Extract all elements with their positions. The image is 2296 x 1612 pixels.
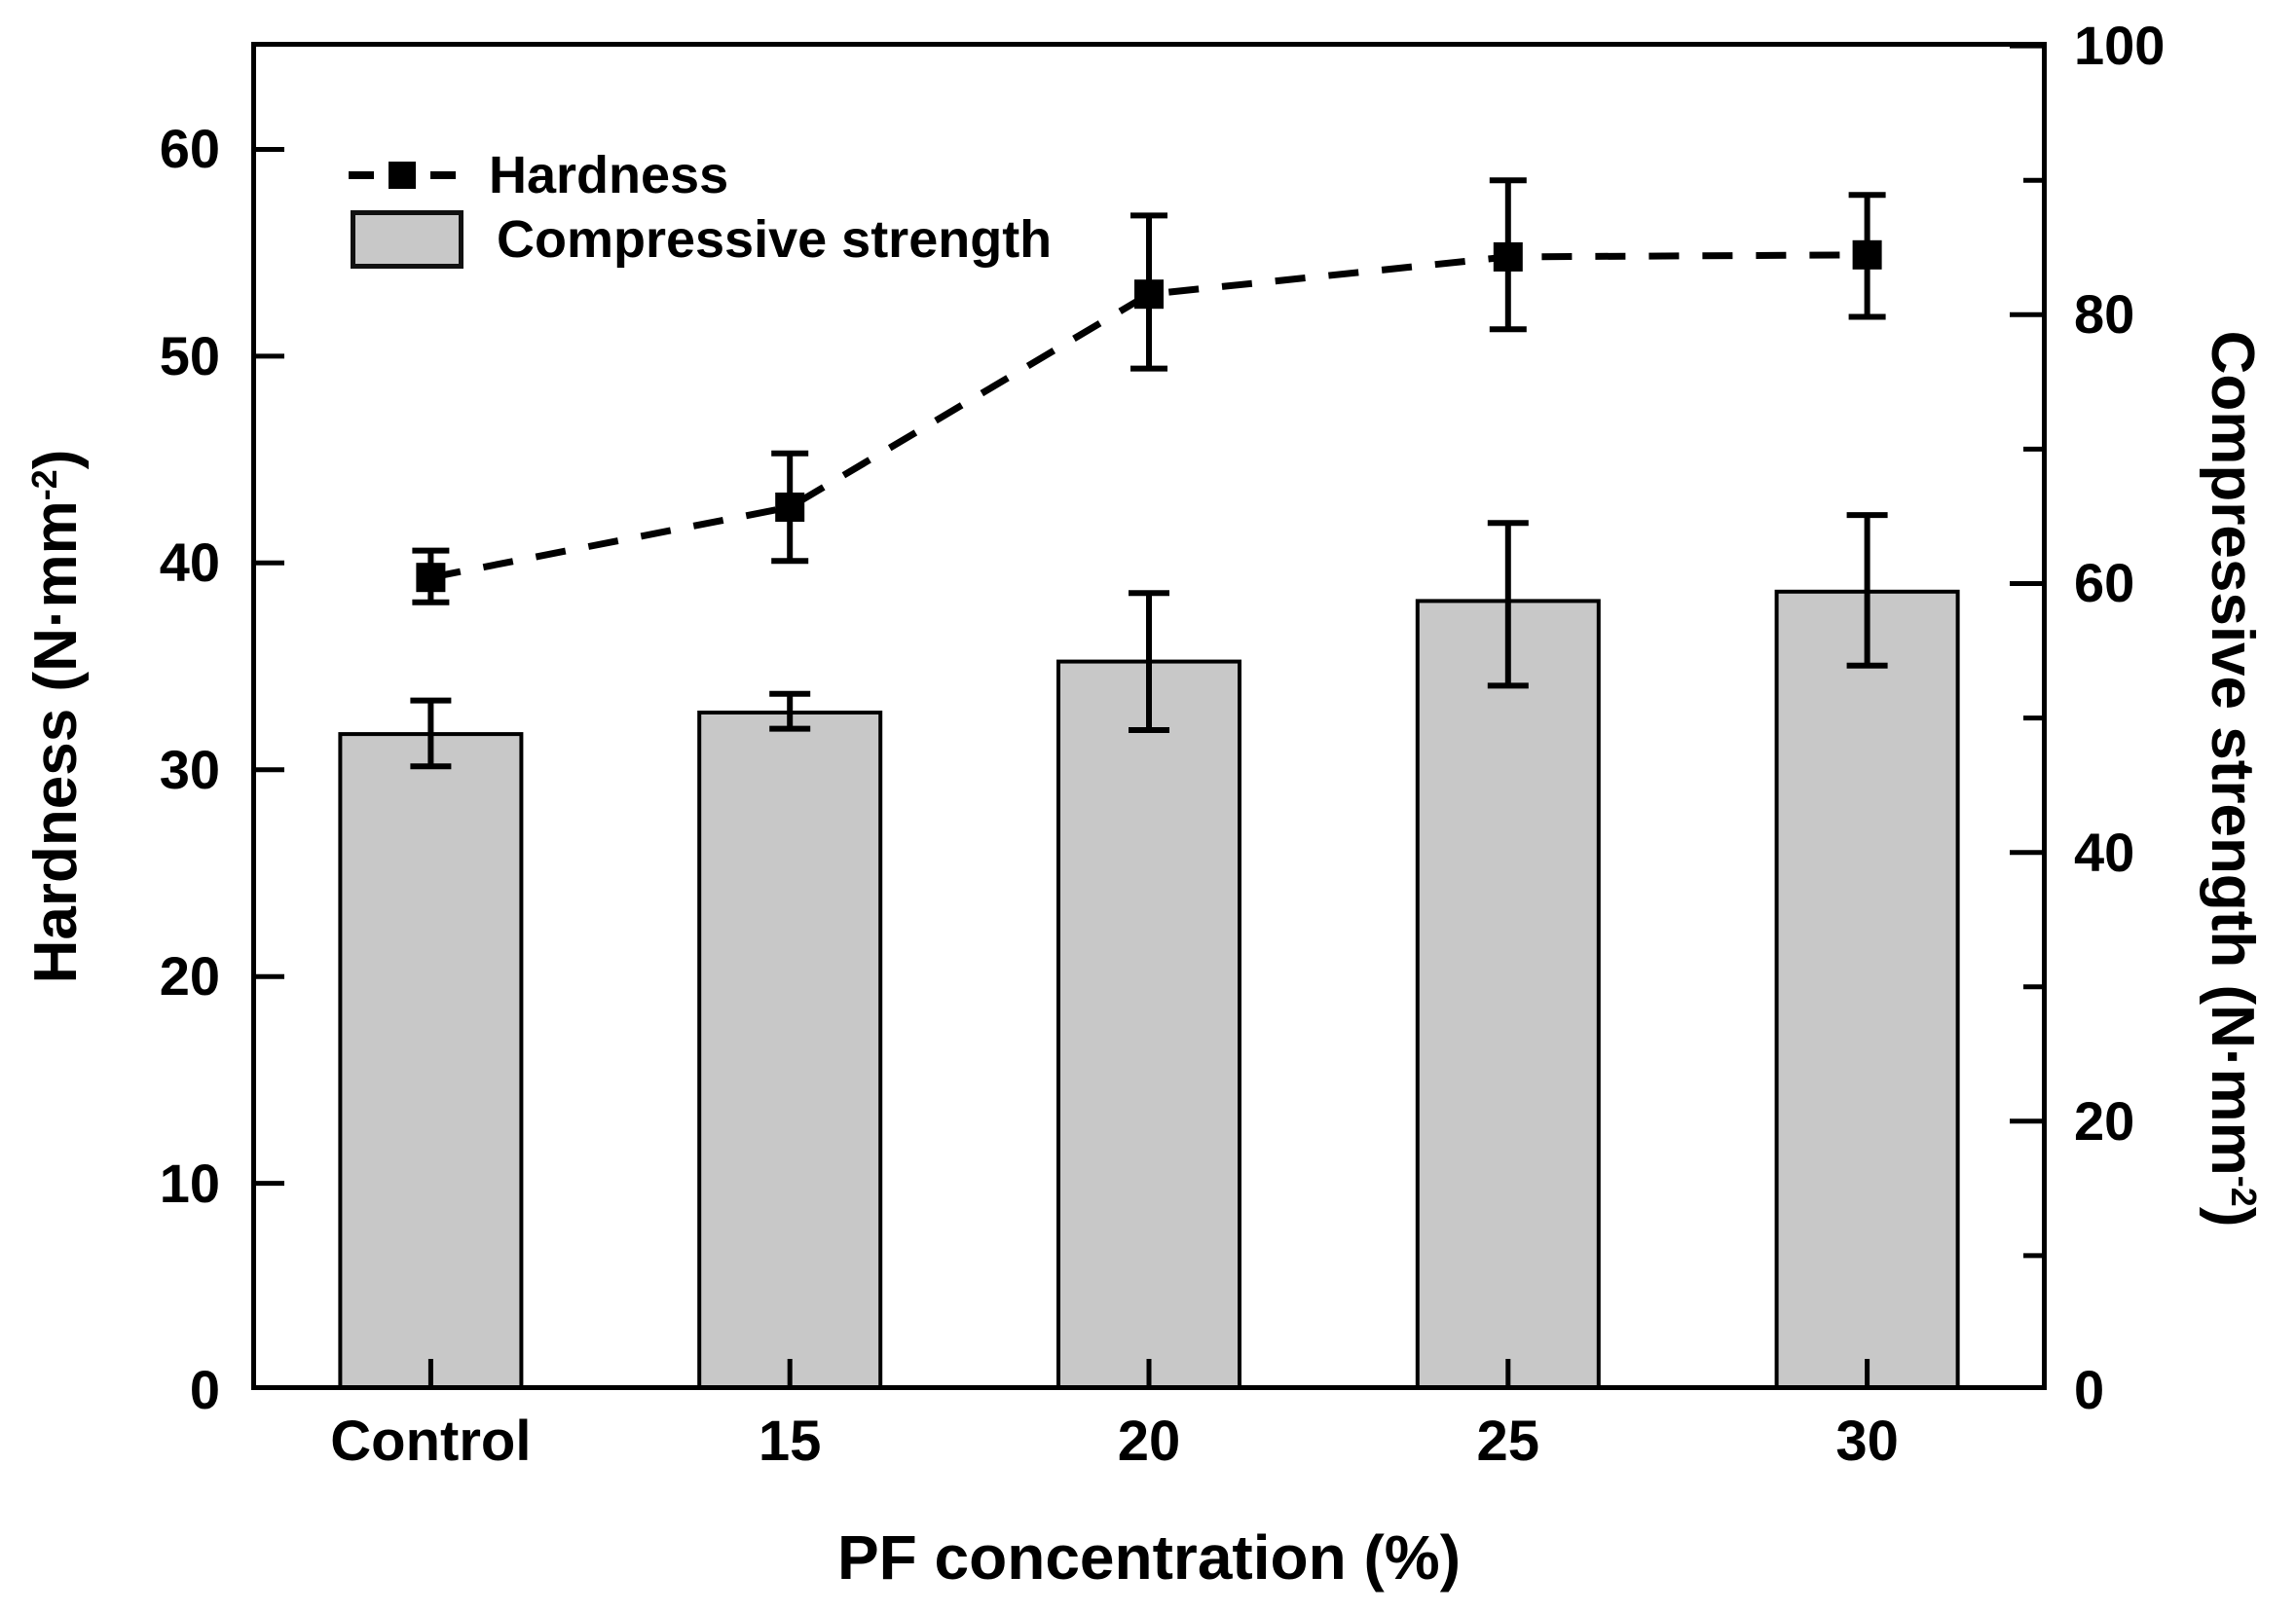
left-tick-label-0: 0 [189,1359,220,1420]
x-category-label-30: 30 [1835,1410,1899,1473]
plot-canvas [251,42,2047,1390]
hardness-marker-20 [1134,279,1164,310]
bar-Control [338,732,524,1390]
x-category-label-25: 25 [1476,1410,1540,1473]
bar-15 [697,711,883,1390]
bar-30 [1774,589,1960,1390]
plot-frame [251,42,2047,1390]
left-tick-label-50: 50 [159,324,220,386]
square-marker-icon [389,162,416,189]
bar-swatch-icon [351,210,463,269]
legend: Hardness Compressive strength [349,143,1052,272]
left-tick-label-20: 20 [159,945,220,1008]
hardness-marker-Control [416,563,446,593]
dashed-line-square-marker-icon [349,162,456,189]
hardness-marker-15 [775,493,805,522]
hardness-marker-25 [1493,241,1523,272]
left-tick-label-40: 40 [159,531,220,594]
hardness-marker-30 [1852,239,1882,270]
hardness-line [429,251,1868,581]
x-category-label-15: 15 [758,1410,822,1473]
legend-label-compressive-strength: Compressive strength [497,210,1053,269]
bar-25 [1415,599,1601,1390]
right-tick-label-60: 60 [2074,552,2135,614]
right-tick-label-100: 100 [2074,15,2166,77]
left-tick-label-30: 30 [159,738,220,800]
legend-item-hardness: Hardness [349,143,1052,207]
right-tick-label-40: 40 [2074,821,2135,883]
x-axis-title: PF concentration (%) [836,1522,1462,1593]
legend-label-hardness: Hardness [489,146,729,204]
bar-20 [1056,659,1241,1390]
right-axis-title: Compressive strength (N·mm-2) [2199,330,2266,1227]
legend-item-compressive-strength: Compressive strength [349,207,1052,272]
left-axis-title: Hardness (N·mm-2) [22,449,90,984]
x-category-label-20: 20 [1117,1410,1181,1473]
plot-area: Hardness Compressive strength [251,42,2047,1390]
left-tick-label-10: 10 [159,1152,220,1214]
dash-icon [430,171,456,179]
right-tick-label-0: 0 [2074,1359,2105,1420]
dash-icon [349,171,374,179]
right-tick-label-80: 80 [2074,283,2135,346]
x-category-label-Control: Control [330,1410,532,1473]
left-tick-label-60: 60 [159,118,220,180]
right-tick-label-20: 20 [2074,1089,2135,1152]
